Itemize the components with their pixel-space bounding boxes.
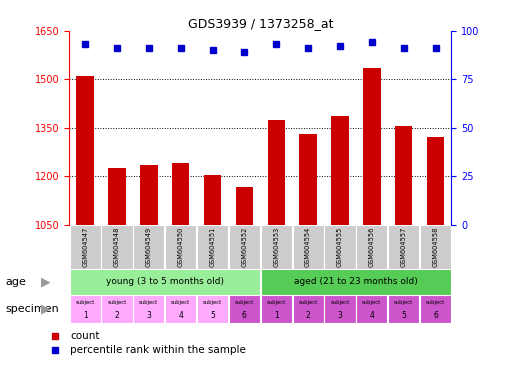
Bar [331, 116, 349, 225]
Bar [324, 295, 356, 323]
Bar [356, 295, 387, 323]
Bar [102, 295, 133, 323]
Text: GSM604549: GSM604549 [146, 227, 152, 267]
Bar [267, 119, 285, 225]
Text: GSM604551: GSM604551 [210, 227, 215, 267]
Text: subject: subject [139, 300, 159, 305]
Text: 3: 3 [146, 311, 151, 320]
Bar [261, 225, 292, 269]
Text: GSM604550: GSM604550 [177, 227, 184, 267]
Text: 2: 2 [306, 311, 310, 320]
Text: subject: subject [235, 300, 254, 305]
Text: age: age [5, 276, 26, 287]
Bar [70, 269, 260, 295]
Bar [102, 225, 133, 269]
Bar [261, 269, 451, 295]
Text: subject: subject [267, 300, 286, 305]
Bar [229, 295, 260, 323]
Bar [229, 225, 260, 269]
Bar [133, 225, 165, 269]
Bar [427, 137, 444, 225]
Bar [420, 295, 451, 323]
Bar [300, 134, 317, 225]
Text: ▶: ▶ [42, 275, 51, 288]
Bar [388, 225, 419, 269]
Text: specimen: specimen [5, 304, 59, 314]
Bar [133, 295, 165, 323]
Text: GSM604554: GSM604554 [305, 227, 311, 267]
Text: 6: 6 [242, 311, 247, 320]
Text: GSM604552: GSM604552 [242, 227, 247, 267]
Bar [197, 295, 228, 323]
Bar [70, 295, 101, 323]
Text: 5: 5 [401, 311, 406, 320]
Text: 1: 1 [83, 311, 88, 320]
Bar [108, 168, 126, 225]
Bar [363, 68, 381, 225]
Text: 4: 4 [179, 311, 183, 320]
Text: subject: subject [75, 300, 95, 305]
Bar [165, 295, 196, 323]
Bar [197, 225, 228, 269]
Bar [292, 225, 324, 269]
Bar [261, 295, 292, 323]
Text: ▶: ▶ [42, 303, 51, 315]
Bar [204, 175, 221, 225]
Text: aged (21 to 23 months old): aged (21 to 23 months old) [294, 277, 418, 286]
Text: GSM604548: GSM604548 [114, 227, 120, 267]
Text: 5: 5 [210, 311, 215, 320]
Text: GSM604553: GSM604553 [273, 227, 279, 267]
Text: 3: 3 [338, 311, 342, 320]
Text: 2: 2 [114, 311, 120, 320]
Text: 1: 1 [274, 311, 279, 320]
Bar [395, 126, 412, 225]
Bar [172, 163, 189, 225]
Text: subject: subject [426, 300, 445, 305]
Text: subject: subject [362, 300, 382, 305]
Text: subject: subject [203, 300, 222, 305]
Bar [235, 187, 253, 225]
Text: 4: 4 [369, 311, 374, 320]
Text: GSM604555: GSM604555 [337, 227, 343, 267]
Bar [324, 225, 356, 269]
Bar [356, 225, 387, 269]
Bar [76, 76, 94, 225]
Bar [292, 295, 324, 323]
Text: subject: subject [107, 300, 127, 305]
Text: 6: 6 [433, 311, 438, 320]
Text: percentile rank within the sample: percentile rank within the sample [70, 345, 246, 355]
Bar [165, 225, 196, 269]
Bar [388, 295, 419, 323]
Text: subject: subject [394, 300, 413, 305]
Bar [420, 225, 451, 269]
Text: subject: subject [299, 300, 318, 305]
Text: GSM604556: GSM604556 [369, 227, 375, 267]
Text: subject: subject [171, 300, 190, 305]
Text: subject: subject [330, 300, 349, 305]
Bar [140, 165, 157, 225]
Text: count: count [70, 331, 100, 341]
Text: GSM604557: GSM604557 [401, 227, 407, 267]
Text: GSM604547: GSM604547 [82, 227, 88, 267]
Text: young (3 to 5 months old): young (3 to 5 months old) [106, 277, 224, 286]
Title: GDS3939 / 1373258_at: GDS3939 / 1373258_at [188, 17, 333, 30]
Text: GSM604558: GSM604558 [432, 227, 439, 267]
Bar [70, 225, 101, 269]
